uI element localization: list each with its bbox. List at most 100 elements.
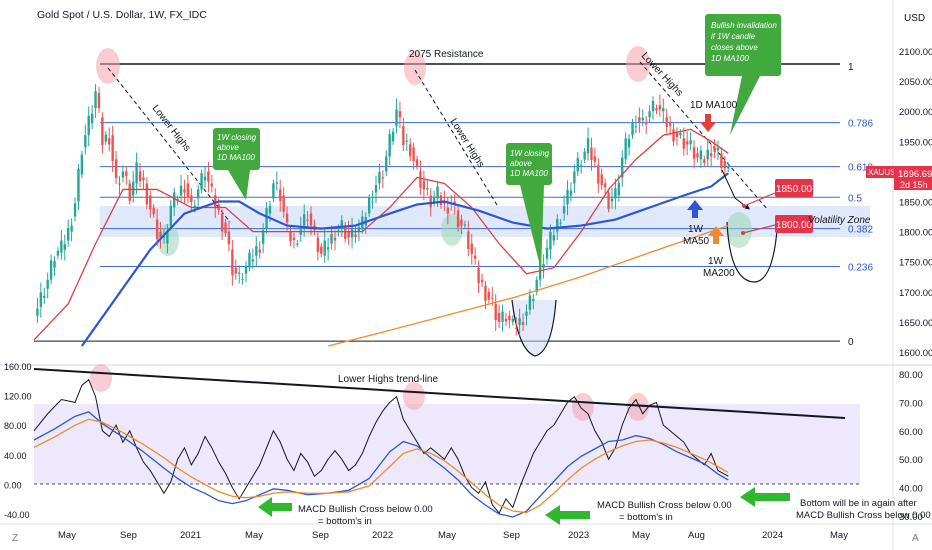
macd-tick-4: 0.00 [4, 480, 22, 490]
candle-body [716, 147, 720, 151]
price-tick-1: 2050.00 [899, 77, 932, 88]
macd-note-2-line-1: MACD Bullish Cross below 0.00 [597, 500, 732, 511]
candle-body [723, 160, 727, 169]
time-label-2: 2021 [180, 530, 201, 541]
candle-body [556, 218, 559, 232]
candle-body [627, 138, 631, 148]
candle-body [439, 195, 443, 206]
candle-body [648, 111, 651, 118]
time-label-1: Sep [120, 530, 137, 541]
candle-body [285, 213, 289, 223]
fib-label-3: 0.5 [848, 193, 862, 204]
candle-body [456, 210, 460, 227]
candle-body [173, 192, 176, 208]
candle-body [672, 129, 675, 142]
rsi-tick-2: 60.00 [899, 427, 923, 438]
candle-body [395, 109, 398, 127]
candle-body [405, 140, 408, 142]
candle-body [422, 180, 426, 190]
price-tick-7: 1750.00 [899, 258, 932, 269]
candle-body [43, 296, 46, 298]
candle-body [545, 247, 549, 259]
candle-body [651, 100, 655, 112]
macd-note-arrow-1 [258, 497, 292, 517]
candle-body [668, 123, 672, 126]
candle-body [142, 177, 145, 180]
candle-body [210, 183, 214, 187]
candle-body [473, 255, 477, 259]
time-label-11: 2024 [762, 530, 783, 541]
macd-tick-1: 120.00 [4, 392, 32, 402]
candle-body [94, 91, 97, 109]
candle-body [491, 297, 494, 299]
candle-body [118, 183, 121, 185]
candle-body [419, 171, 422, 188]
high-highlight-2 [404, 51, 426, 85]
candle-body [255, 246, 258, 256]
candle-body [67, 227, 70, 241]
candle-body [573, 171, 576, 184]
fib-label-2: 0.618 [848, 163, 873, 174]
target-1850-pointer [743, 192, 776, 207]
candle-body [241, 279, 244, 281]
candle-body [706, 149, 709, 160]
rsi-tick-3: 50.00 [899, 455, 923, 466]
auto-scale-toggle[interactable]: A [912, 533, 919, 544]
callout-2-line-3: 1D MA100 [510, 169, 548, 178]
candle-body [162, 236, 166, 238]
candle-body [521, 321, 525, 325]
candle-body [166, 230, 169, 244]
candle-body [720, 153, 723, 169]
candle-body [114, 159, 118, 179]
fib-label-5: 0.236 [848, 263, 873, 274]
osc-line-signal [33, 418, 729, 514]
candle-body [220, 213, 224, 232]
osc-line-rsi [33, 378, 729, 515]
candle-body [432, 196, 436, 202]
candle-body [63, 244, 66, 250]
candle-body [497, 312, 501, 322]
candle-body [330, 234, 333, 244]
candle-body [378, 172, 381, 184]
candle-body [501, 311, 504, 322]
candle-body [727, 165, 730, 169]
candle-body [111, 135, 114, 162]
candle-body [261, 230, 265, 244]
candle-body [644, 123, 648, 125]
candle-body [190, 195, 193, 203]
lower-highs-label-2: Lower Highs [447, 117, 486, 170]
candle-body [275, 182, 279, 184]
time-label-5: 2022 [372, 530, 393, 541]
candle-body [600, 174, 603, 186]
candle-body [84, 135, 87, 148]
candle-body [515, 327, 518, 329]
high-highlight-3 [626, 46, 650, 82]
candle-body [532, 299, 535, 301]
candle-body [617, 182, 621, 196]
ma200-label-line-1: 1W [708, 256, 724, 267]
candle-body [268, 205, 272, 214]
candle-body [155, 219, 159, 239]
candle-body [388, 134, 391, 157]
ma100-label: 1D MA100 [690, 100, 738, 111]
rsi-high-highlight-2 [403, 382, 425, 410]
rsi-tick-4: 40.00 [899, 484, 923, 495]
candle-body [381, 177, 385, 179]
candle-body [282, 195, 285, 212]
candle-body [446, 207, 450, 214]
candle-body [49, 260, 53, 280]
callout-2-line-1: 1W closing [510, 149, 550, 158]
candle-body [316, 237, 320, 253]
candle-body [121, 171, 125, 178]
target-1850-dot [742, 204, 746, 208]
macd-note-arrow-3 [740, 487, 790, 507]
rsi-trendline [33, 368, 846, 419]
candle-body [576, 158, 579, 172]
rsi-tick-1: 70.00 [899, 398, 923, 409]
candle-body [398, 111, 402, 118]
timezone-logo[interactable]: Z [12, 533, 18, 544]
resistance-label: 2075 Resistance [409, 49, 484, 60]
candle-body [580, 164, 583, 166]
rsi-trendline-label: Lower Highs trend-line [338, 374, 438, 385]
